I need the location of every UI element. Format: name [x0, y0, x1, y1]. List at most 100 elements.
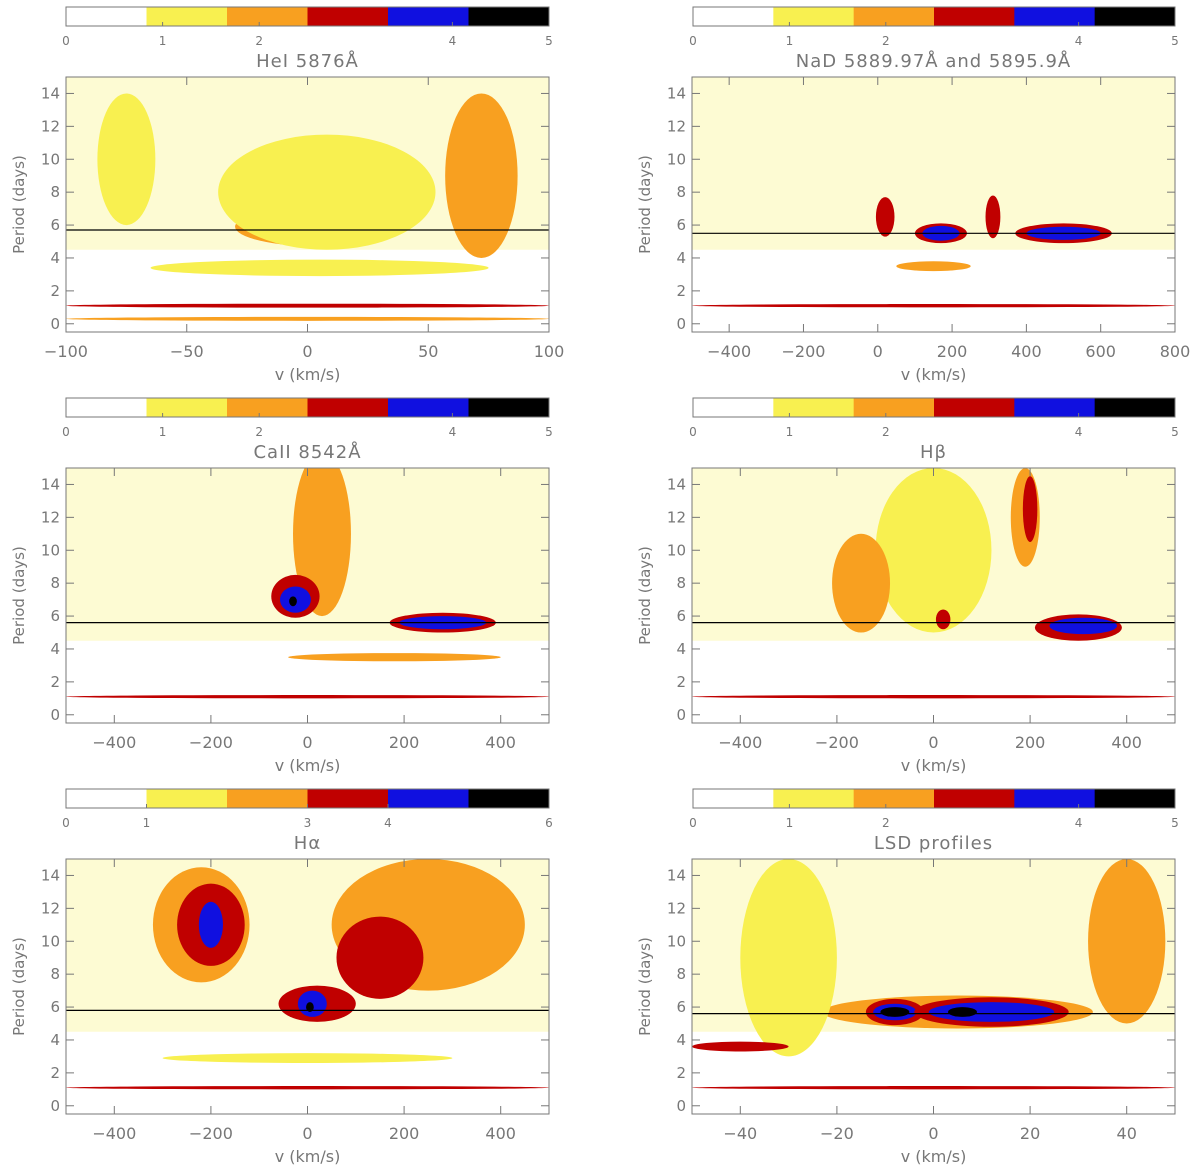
panel-title: CaII 8542Å: [253, 441, 361, 463]
heatmap-region: [66, 695, 549, 699]
heatmap-region: [985, 195, 1001, 239]
colorbar-tick-label: 0: [62, 816, 70, 830]
x-tick-label: 50: [418, 342, 438, 361]
y-tick-label: 0: [50, 1097, 60, 1115]
x-tick-label: −200: [189, 1124, 233, 1143]
y-tick-label: 4: [676, 1031, 686, 1049]
colorbar-tick-label: 2: [882, 34, 890, 48]
colorbar-segment: [66, 398, 147, 417]
y-tick-label: 8: [50, 183, 60, 201]
y-tick-label: 10: [41, 932, 60, 950]
y-tick-label: 8: [676, 574, 686, 592]
y-tick-label: 4: [50, 249, 60, 267]
colorbar-segment: [853, 398, 935, 417]
colorbar-tick-label: 4: [1075, 816, 1083, 830]
y-tick-label: 10: [41, 541, 60, 559]
colorbar-segment: [773, 789, 855, 808]
colorbar-segment: [1014, 7, 1096, 26]
panel-title: LSD profiles: [874, 833, 993, 854]
colorbar-segment: [934, 789, 1015, 808]
panel-title: HeI 5876Å: [256, 50, 359, 72]
colorbar-segment: [468, 7, 550, 26]
y-axis-label: Period (days): [636, 155, 654, 254]
y-axis-label: Period (days): [10, 155, 28, 254]
colorbar-segment: [1094, 789, 1176, 808]
colorbar-segment: [388, 7, 469, 26]
y-tick-label: 10: [667, 932, 686, 950]
y-tick-label: 6: [50, 216, 60, 234]
y-tick-label: 8: [50, 574, 60, 592]
x-tick-label: 20: [1020, 1124, 1040, 1143]
colorbar-tick-label: 3: [304, 816, 312, 830]
x-tick-label: 600: [1085, 342, 1116, 361]
panel-title: Hβ: [920, 442, 947, 463]
y-tick-label: 0: [50, 315, 60, 333]
heatmap-region: [306, 1002, 314, 1012]
x-axis-label: v (km/s): [901, 365, 967, 384]
y-tick-label: 2: [676, 1064, 686, 1082]
x-tick-label: 0: [302, 1124, 312, 1143]
y-tick-label: 0: [676, 1097, 686, 1115]
y-tick-label: 6: [676, 216, 686, 234]
heatmap-region: [150, 259, 489, 277]
colorbar-segment: [307, 398, 389, 417]
y-tick-label: 14: [41, 475, 60, 493]
x-tick-label: 0: [873, 342, 883, 361]
y-tick-label: 10: [667, 541, 686, 559]
y-tick-label: 6: [676, 607, 686, 625]
x-axis-label: v (km/s): [275, 365, 341, 384]
y-tick-label: 12: [667, 899, 686, 917]
y-tick-label: 2: [50, 673, 60, 691]
colorbar-segment: [146, 789, 228, 808]
colorbar-tick-label: 5: [545, 425, 553, 439]
heatmap-region: [740, 859, 837, 1057]
colorbar-segment: [307, 7, 389, 26]
colorbar-segment: [853, 789, 935, 808]
heatmap-region: [935, 609, 951, 630]
y-axis-label: Period (days): [636, 937, 654, 1036]
y-tick-label: 6: [50, 998, 60, 1016]
heatmap-region: [97, 93, 156, 226]
colorbar-segment: [693, 789, 774, 808]
y-tick-label: 2: [676, 673, 686, 691]
y-tick-label: 0: [676, 706, 686, 724]
x-tick-label: 200: [389, 733, 420, 752]
colorbar-tick-label: 4: [449, 425, 457, 439]
colorbar-tick-label: 1: [786, 425, 794, 439]
x-tick-label: 0: [928, 733, 938, 752]
heatmap-background: [692, 77, 1175, 332]
x-tick-label: −400: [707, 342, 751, 361]
x-axis-label: v (km/s): [275, 756, 341, 775]
x-axis-label: v (km/s): [275, 1147, 341, 1166]
heatmap-area: [66, 468, 549, 723]
colorbar-frame: [692, 397, 1176, 418]
y-tick-label: 8: [676, 965, 686, 983]
x-tick-label: −400: [92, 1124, 136, 1143]
heatmap-region: [218, 134, 436, 250]
x-tick-label: 400: [1111, 733, 1142, 752]
colorbar-segment: [227, 7, 308, 26]
colorbar-tick-label: 0: [62, 425, 70, 439]
x-tick-label: 200: [389, 1124, 420, 1143]
colorbar-segment: [468, 789, 550, 808]
heatmap-area: [66, 859, 549, 1114]
y-tick-label: 14: [41, 866, 60, 884]
x-tick-label: 0: [928, 1124, 938, 1143]
heatmap-region: [692, 304, 1175, 308]
colorbar-segment: [146, 7, 228, 26]
x-tick-label: 800: [1160, 342, 1191, 361]
heatmap-region: [880, 1007, 910, 1017]
colorbar-segment: [468, 398, 550, 417]
heatmap-region: [896, 261, 971, 272]
colorbar-tick-label: 5: [1171, 425, 1179, 439]
colorbar-segment: [853, 7, 935, 26]
heatmap-region: [692, 1086, 1175, 1090]
colorbar-segment: [66, 7, 147, 26]
heatmap-area: [692, 468, 1175, 723]
heatmap-region: [832, 533, 891, 633]
y-tick-label: 12: [41, 117, 60, 135]
y-tick-label: 12: [41, 508, 60, 526]
heatmap-region: [1049, 617, 1118, 635]
